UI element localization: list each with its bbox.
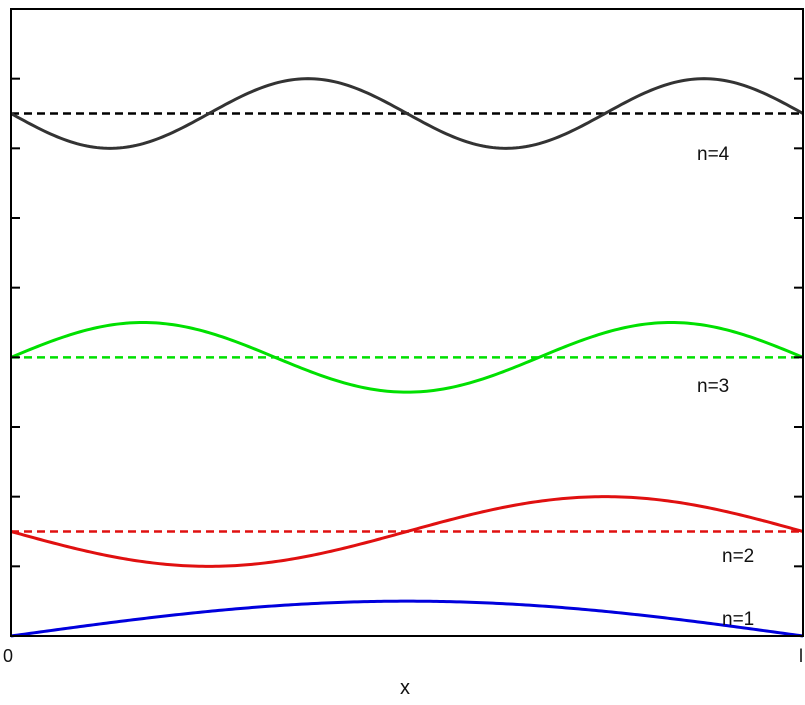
y-axis-ticks xyxy=(11,77,803,568)
plot-frame xyxy=(10,8,804,637)
x-tick-label-end: l xyxy=(799,646,803,666)
series-labels: n=1 n=2 n=3 n=4 xyxy=(697,144,754,630)
wave-n1 xyxy=(10,599,804,638)
series-label-n4: n=4 xyxy=(697,144,730,165)
series-label-n2: n=2 xyxy=(722,546,754,567)
wave-n2 xyxy=(10,495,804,568)
plot-area xyxy=(10,77,804,638)
series-label-n3: n=3 xyxy=(697,376,729,397)
wave-n3 xyxy=(10,320,804,394)
x-tick-label-start: 0 xyxy=(3,646,13,666)
x-axis-label: x xyxy=(400,677,410,699)
wave-n4 xyxy=(10,77,804,150)
series-label-n1: n=1 xyxy=(722,609,754,630)
